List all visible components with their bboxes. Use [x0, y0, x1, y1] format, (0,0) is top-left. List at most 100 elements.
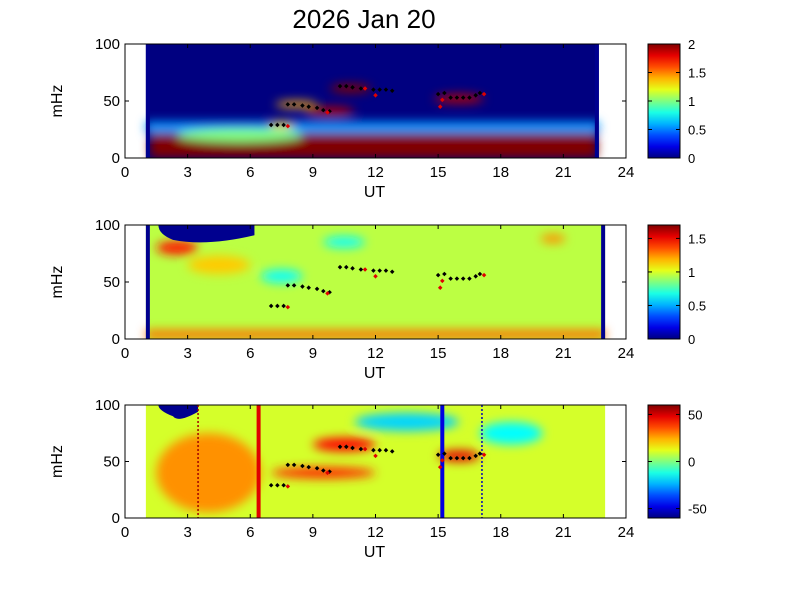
marker-red	[440, 278, 445, 284]
marker-black	[344, 444, 349, 450]
x-tick-label: 3	[183, 164, 191, 181]
marker-black	[467, 276, 472, 281]
edge-stripe	[145, 44, 150, 158]
colorbar-tick-label: 1	[688, 94, 695, 109]
heatmap-blob	[479, 421, 543, 445]
edge-stripe	[145, 225, 150, 339]
plot-area	[125, 44, 626, 158]
marker-red	[481, 272, 487, 278]
marker-black	[377, 447, 382, 453]
marker-black	[383, 447, 389, 453]
y-tick-label: 100	[95, 36, 120, 53]
heatmap-background	[145, 225, 606, 339]
marker-black	[442, 451, 447, 456]
marker-red	[325, 110, 330, 115]
colorbar-tick-label: -50	[688, 502, 707, 517]
colorbar-tick-label: 50	[688, 407, 702, 422]
y-tick-label: 50	[103, 274, 120, 291]
x-axis-label: UT	[364, 544, 386, 561]
heatmap-blob	[540, 234, 566, 244]
x-axis-label: UT	[364, 184, 386, 201]
marker-black	[314, 286, 320, 292]
panel-3: 0 3 6 9 12 15 18 21 24 0 50 100 UT mHz 50 0 -50	[49, 397, 707, 561]
colorbar-tick-label: 0	[688, 151, 695, 166]
marker-black	[371, 447, 376, 453]
panel-1: 0 3 6 9 12 15 18 21 24 0 50 100 UT mHz 0 0.5 1 1.5 2	[49, 36, 706, 201]
masked-region	[158, 225, 255, 243]
marker-red	[285, 484, 291, 489]
x-tick-label: 6	[246, 345, 254, 362]
x-axis-label: UT	[364, 365, 386, 382]
marker-red	[325, 470, 330, 476]
heatmap-blob	[354, 412, 459, 431]
marker-black	[314, 466, 320, 471]
x-tick-label: 24	[618, 345, 635, 362]
marker-black	[350, 445, 355, 451]
heatmap-blob	[260, 269, 303, 284]
marker-black	[473, 453, 478, 459]
x-tick-label: 9	[309, 345, 317, 362]
x-tick-label: 0	[121, 345, 129, 362]
y-axis-label: mHz	[49, 85, 66, 118]
y-tick-label: 50	[103, 454, 120, 471]
marker-red	[437, 285, 443, 290]
marker-black	[275, 303, 280, 309]
marker-black	[285, 283, 291, 288]
marker-black	[371, 268, 376, 273]
x-tick-label: 12	[367, 345, 384, 362]
x-tick-label: 9	[309, 524, 317, 541]
x-tick-label: 15	[430, 164, 447, 181]
marker-black	[358, 267, 364, 272]
x-tick-label: 18	[492, 164, 509, 181]
colorbar	[647, 224, 681, 340]
colorbar-tick-label: 0.5	[688, 123, 706, 138]
colorbar-tick-label: 1.5	[688, 66, 706, 81]
x-tick-label: 6	[246, 524, 254, 541]
marker-black	[358, 446, 364, 452]
colorbar-tick-label: 0	[688, 455, 695, 470]
marker-black	[344, 264, 349, 270]
marker-black	[460, 276, 466, 281]
marker-black	[350, 266, 355, 271]
x-tick-label: 21	[555, 345, 572, 362]
x-tick-label: 6	[246, 164, 254, 181]
marker-black	[306, 285, 311, 290]
heatmap-blob	[187, 255, 251, 275]
marker-black	[321, 468, 326, 473]
marker-black	[383, 268, 389, 273]
marker-black	[314, 105, 320, 111]
colorbar-tick-label: 1	[688, 265, 695, 280]
x-tick-label: 3	[183, 345, 191, 362]
marker-black	[460, 95, 466, 100]
marker-black	[473, 274, 478, 279]
heatmap-field	[145, 234, 606, 339]
x-tick-label: 18	[492, 524, 509, 541]
marker-red	[285, 304, 291, 310]
x-tick-label: 21	[555, 524, 572, 541]
marker-black	[435, 452, 441, 457]
marker-black	[268, 482, 274, 488]
x-tick-label: 3	[183, 524, 191, 541]
x-tick-label: 12	[367, 164, 384, 181]
marker-black	[285, 462, 291, 468]
marker-red	[373, 274, 378, 279]
marker-red	[373, 453, 378, 459]
marker-red	[362, 267, 368, 272]
heatmap-field	[145, 83, 599, 158]
marker-red	[481, 452, 487, 457]
x-tick-label: 0	[121, 524, 129, 541]
heatmap-blob	[156, 433, 261, 513]
colorbar-tick-label: 2	[688, 37, 695, 52]
y-tick-label: 100	[95, 397, 120, 414]
marker-red	[440, 458, 445, 463]
heatmap-blob	[433, 94, 485, 104]
marker-black	[389, 449, 395, 454]
marker-black	[460, 455, 466, 461]
marker-red	[481, 91, 487, 97]
marker-black	[377, 87, 382, 92]
heatmap-blob	[156, 240, 199, 255]
x-tick-label: 15	[430, 345, 447, 362]
plot-area	[125, 405, 626, 518]
y-tick-label: 0	[112, 331, 120, 348]
